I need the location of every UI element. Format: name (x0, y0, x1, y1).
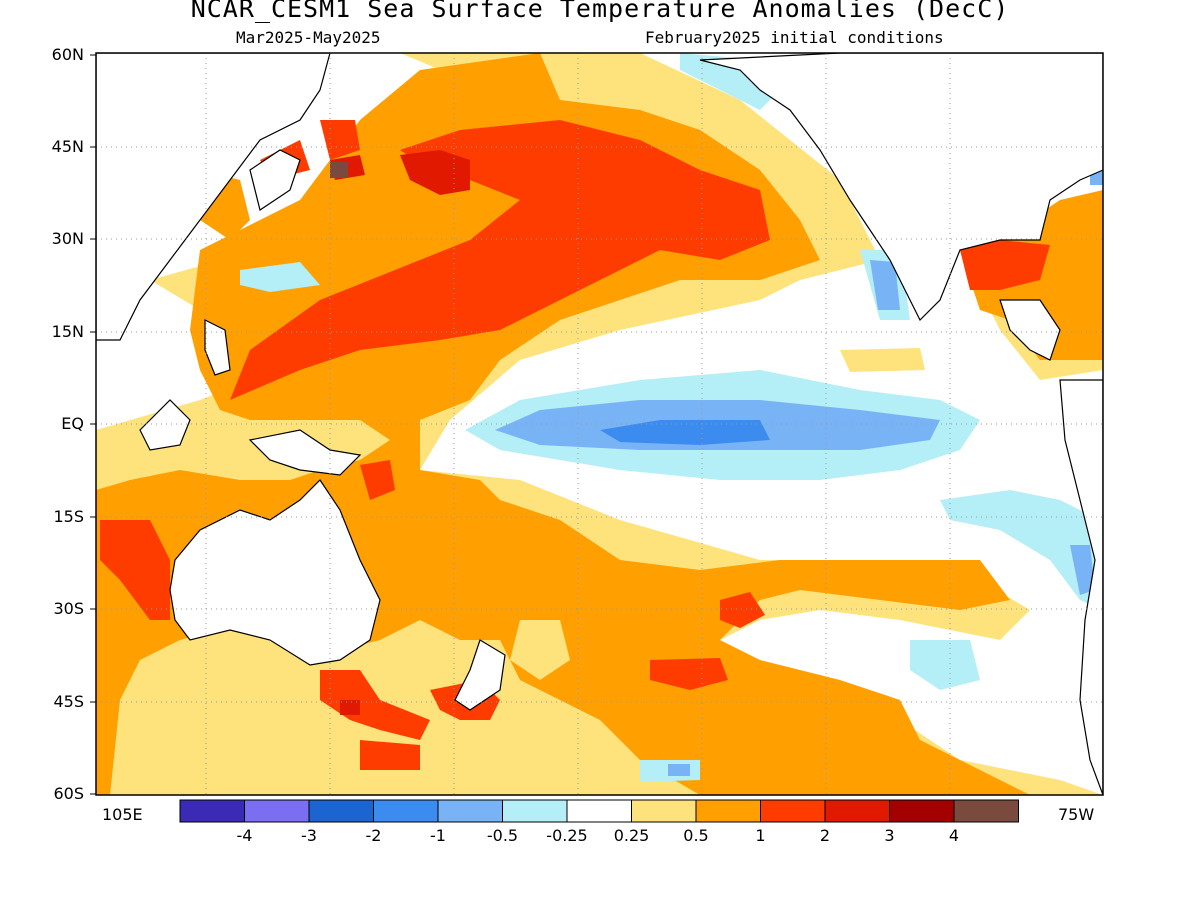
colorbar-swatch (889, 799, 955, 823)
colorbar-label: 1 (755, 826, 766, 845)
colorbar-label: 2 (819, 826, 831, 845)
forecast-period: Mar2025-May2025 (236, 28, 381, 47)
north-america (699, 53, 1103, 322)
colorbar-label: 3 (884, 826, 895, 845)
initial-conditions: February2025 initial conditions (645, 28, 944, 47)
lat-label-15s: 15S (53, 507, 84, 526)
japan (249, 149, 301, 211)
graticule (96, 53, 1103, 795)
lon-label-right: 75W (1058, 805, 1095, 824)
lat-label-45s: 45S (53, 692, 84, 711)
new-guinea (248, 429, 362, 476)
colorbar-label: -0.5 (486, 826, 519, 845)
colorbar-label: -4 (236, 826, 253, 845)
extreme-warm-spot (330, 162, 348, 178)
australia (169, 479, 381, 666)
colorbar-swatch (308, 799, 374, 823)
colorbar-swatch (437, 799, 503, 823)
strong-cool-region (600, 420, 770, 445)
colorbar-swatch (502, 799, 568, 823)
anomaly-field (96, 53, 1103, 795)
lat-label-45n: 45N (51, 137, 84, 156)
colorbar-swatch (695, 799, 761, 823)
lat-label-60n: 60N (51, 45, 84, 64)
asia (96, 53, 331, 341)
colorbar-swatch (953, 799, 1019, 823)
central-america (999, 299, 1061, 361)
philippines (204, 319, 231, 376)
colorbar-swatch (244, 799, 310, 823)
new-zealand (454, 639, 506, 711)
lat-label-30s: 30S (53, 599, 84, 618)
colorbar-swatch (373, 799, 439, 823)
colorbar-label: -1 (430, 826, 446, 845)
colorbar-label: -3 (301, 826, 317, 845)
lat-tick-marks (90, 54, 96, 795)
colorbar-label: -2 (365, 826, 382, 845)
lon-label-left: 105E (102, 805, 143, 824)
colorbar-swatch (566, 799, 632, 823)
map-title: NCAR_CESM1 Sea Surface Temperature Anoma… (190, 0, 1010, 23)
landmasses (96, 53, 1103, 795)
lat-label-60s: 60S (53, 784, 84, 803)
lat-label-eq: EQ (61, 414, 84, 433)
colorbar-label: 0.25 (613, 826, 650, 845)
colorbar-swatch (824, 799, 890, 823)
colorbar-label: 4 (948, 826, 960, 845)
colorbar-swatch (760, 799, 826, 823)
colorbar (179, 799, 1019, 823)
lat-label-30n: 30N (51, 229, 84, 248)
lat-label-15n: 15N (51, 322, 84, 341)
south-america (1059, 379, 1103, 795)
colorbar-swatch (631, 799, 697, 823)
colorbar-label: 0.5 (683, 826, 709, 845)
borneo (139, 399, 191, 451)
colorbar-label: -0.25 (546, 826, 588, 845)
colorbar-swatch (179, 799, 245, 823)
